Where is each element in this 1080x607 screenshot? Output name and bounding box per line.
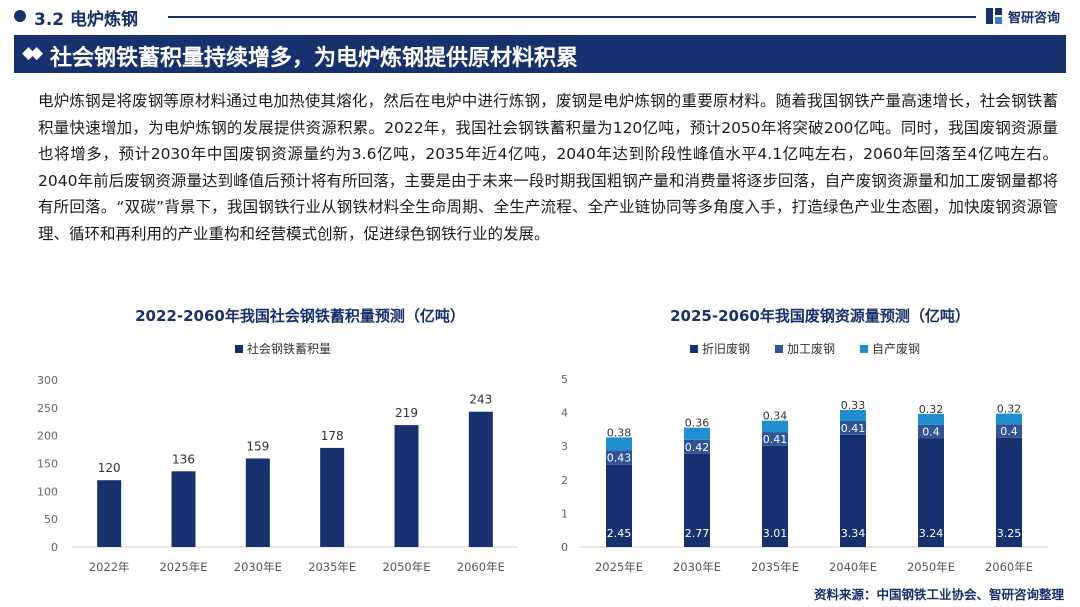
legend-label: 社会钢铁蓄积量 <box>247 341 331 356</box>
brand-name: 智研咨询 <box>1008 11 1061 26</box>
segment-value-label: 0.32 <box>919 403 944 416</box>
bar <box>245 458 270 547</box>
body-text: 电炉炼钢是将废钢等原材料通过电加热使其熔化，然后在电炉中进行炼钢，废钢是电炉炼钢… <box>38 92 1058 243</box>
y-tick-label: 0 <box>51 541 58 554</box>
bar-segment <box>840 421 866 435</box>
x-tick-label: 2025年E <box>595 560 643 574</box>
bar-segment <box>840 409 866 421</box>
legend-label: 自产废钢 <box>872 341 920 356</box>
bar-segment <box>996 437 1022 547</box>
x-tick-label: 2025年E <box>159 560 207 574</box>
bar-value-label: 219 <box>395 406 418 420</box>
y-tick-label: 300 <box>37 374 58 387</box>
x-tick-label: 2060年E <box>985 560 1033 574</box>
double-diamond-icon: ◆◆ <box>22 43 43 63</box>
bar <box>97 480 122 547</box>
x-tick-label: 2022年 <box>89 560 130 574</box>
bar-segment <box>684 439 710 454</box>
legend-swatch <box>775 345 783 353</box>
x-tick-label: 2060年E <box>457 560 505 574</box>
y-tick-label: 5 <box>561 373 568 386</box>
y-tick-label: 200 <box>37 430 58 443</box>
segment-value-label: 0.4 <box>922 425 940 438</box>
legend-swatch <box>235 345 243 353</box>
section-bullet-icon <box>14 10 26 22</box>
brand-logo-icon <box>986 8 1002 24</box>
bar-segment <box>684 427 710 440</box>
y-tick-label: 100 <box>37 485 58 498</box>
y-tick-label: 250 <box>37 402 58 415</box>
segment-value-label: 0.4 <box>1000 425 1018 438</box>
bar-segment <box>762 420 788 433</box>
segment-value-label: 0.33 <box>841 399 866 412</box>
segment-value-label: 0.42 <box>685 441 710 454</box>
segment-value-label: 0.36 <box>685 417 710 430</box>
segment-value-label: 0.32 <box>997 403 1022 416</box>
y-tick-label: 150 <box>37 458 58 471</box>
segment-value-label: 2.45 <box>607 527 632 540</box>
segment-value-label: 0.34 <box>763 410 788 423</box>
y-tick-label: 1 <box>561 507 568 520</box>
bar <box>320 447 345 547</box>
y-tick-label: 0 <box>561 541 568 554</box>
bar-value-label: 136 <box>172 452 195 466</box>
bar-segment <box>606 450 632 465</box>
legend-swatch <box>860 345 868 353</box>
section-label: 3.2 电炉炼钢 <box>34 10 139 30</box>
x-tick-label: 2050年E <box>382 560 430 574</box>
x-tick-label: 2050年E <box>907 560 955 574</box>
x-tick-label: 2035年E <box>308 560 356 574</box>
bar <box>468 411 493 547</box>
header-rule <box>168 16 976 18</box>
title-banner: ◆◆ 社会钢铁蓄积量持续增多，为电炉炼钢提供原材料积累 <box>14 35 1066 73</box>
segment-value-label: 3.34 <box>841 527 866 540</box>
bar-segment <box>918 413 944 425</box>
bar-segment <box>606 464 632 547</box>
body-paragraph: 电炉炼钢是将废钢等原材料通过电加热使其熔化，然后在电炉中进行炼钢，废钢是电炉炼钢… <box>38 88 1058 247</box>
source-note: 资料来源：中国钢铁工业协会、智研咨询整理 <box>813 587 1064 602</box>
bar-segment <box>918 424 944 439</box>
bar <box>394 425 419 547</box>
top-bar: 3.2 电炉炼钢 <box>0 0 1080 32</box>
banner-title: 社会钢铁蓄积量持续增多，为电炉炼钢提供原材料积累 <box>50 46 579 71</box>
segment-value-label: 0.38 <box>607 426 632 439</box>
bar-segment <box>762 445 788 547</box>
y-tick-label: 50 <box>44 513 58 526</box>
x-tick-label: 2030年E <box>234 560 282 574</box>
y-tick-label: 3 <box>561 440 568 453</box>
segment-value-label: 3.24 <box>919 527 944 540</box>
scrap-stacked-bar-chart: 折旧废钢 加工废钢 自产废钢 0 1 2 3 4 5 2.45 0.43 0.38 2025年E 2.77… <box>561 341 1048 574</box>
chart2-title: 2025-2060年我国废钢资源量预测（亿吨） <box>670 307 970 325</box>
legend-label: 折旧废钢 <box>702 341 750 356</box>
segment-value-label: 0.41 <box>763 433 788 446</box>
bar-segment <box>606 437 632 451</box>
bar-segment <box>996 424 1022 438</box>
x-tick-label: 2030年E <box>673 560 721 574</box>
bar-segment <box>918 438 944 547</box>
x-tick-label: 2035年E <box>751 560 799 574</box>
bar-segment <box>684 453 710 547</box>
bar-value-label: 120 <box>98 461 121 475</box>
y-tick-label: 4 <box>561 407 568 420</box>
bar <box>171 471 196 547</box>
stock-bar-chart: 社会钢铁蓄积量 0 50 100 150 200 250 300 120 2022年 136 2025… <box>37 341 518 574</box>
segment-value-label: 0.41 <box>841 422 866 435</box>
bar-value-label: 243 <box>469 393 492 407</box>
bar-segment <box>762 432 788 446</box>
x-tick-label: 2040年E <box>829 560 877 574</box>
y-tick-label: 2 <box>561 474 568 487</box>
bar-value-label: 159 <box>246 439 269 453</box>
segment-value-label: 3.01 <box>763 527 788 540</box>
legend-swatch <box>690 345 698 353</box>
bar-segment <box>840 434 866 547</box>
segment-value-label: 2.77 <box>685 527 710 540</box>
segment-value-label: 3.25 <box>997 527 1022 540</box>
bar-value-label: 178 <box>321 429 344 443</box>
legend-label: 加工废钢 <box>787 341 835 356</box>
chart1-title: 2022-2060年我国社会钢铁蓄积量预测（亿吨） <box>135 307 465 325</box>
bar-segment <box>996 413 1022 425</box>
segment-value-label: 0.43 <box>607 451 632 464</box>
